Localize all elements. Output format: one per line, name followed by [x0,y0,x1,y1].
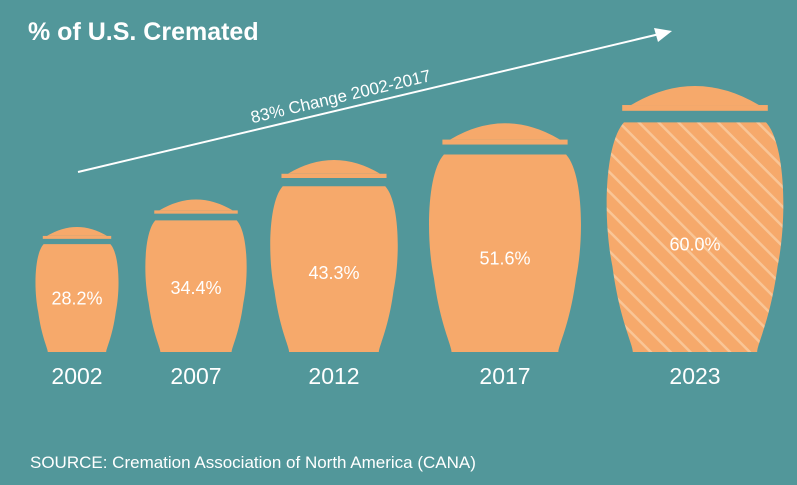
year-label-2017: 2017 [479,363,530,389]
urn-2002 [35,226,119,352]
urn-2023 [606,86,784,352]
chart-title: % of U.S. Cremated [28,18,259,46]
urn-body-2002 [35,244,119,352]
trend-arrow-head [654,28,672,42]
urn-gap-2012 [281,178,387,181]
urn-lid-2017 [450,123,560,140]
year-label-2023: 2023 [669,363,720,389]
value-label-2012: 43.3% [308,263,359,283]
value-label-2002: 28.2% [51,288,102,308]
urn-lid-2007 [159,199,233,211]
urn-lid-2012 [287,160,381,174]
value-label-2017: 51.6% [479,249,530,269]
year-label-2012: 2012 [308,363,359,389]
urn-gap-2017 [442,144,568,147]
urn-rim-2023 [622,105,768,111]
trend-annotation-label: 83% Change 2002-2017 [249,66,433,127]
urn-body-2007 [145,220,247,352]
urn-2017 [429,123,581,352]
urn-lid-2023 [631,86,759,106]
urn-rim-2017 [442,139,568,145]
urn-gap-2007 [154,213,238,216]
value-label-2023: 60.0% [669,235,720,255]
urn-lid-2002 [46,226,108,236]
year-label-2002: 2002 [51,363,102,389]
urn-body-2023 [606,122,784,352]
urn-rim-2007 [154,210,238,214]
urn-rim-2002 [42,235,112,239]
urn-body-2017 [429,154,581,352]
urn-2012 [270,160,398,352]
urn-gap-2023 [622,110,768,113]
urn-2007 [145,199,247,352]
urn-bars: 28.2% 2002 34.4% 2007 43.3% 2012 51.6% 2017 60.0… [35,86,784,389]
value-label-2007: 34.4% [170,278,221,298]
source-note: SOURCE: Cremation Association of North A… [30,453,476,472]
year-label-2007: 2007 [170,363,221,389]
trend-arrow-line [77,31,669,173]
trend-annotation: 83% Change 2002-2017 [77,28,672,173]
urn-rim-2012 [281,173,387,179]
urn-body-2012 [270,186,398,352]
urn-gap-2002 [42,238,112,241]
